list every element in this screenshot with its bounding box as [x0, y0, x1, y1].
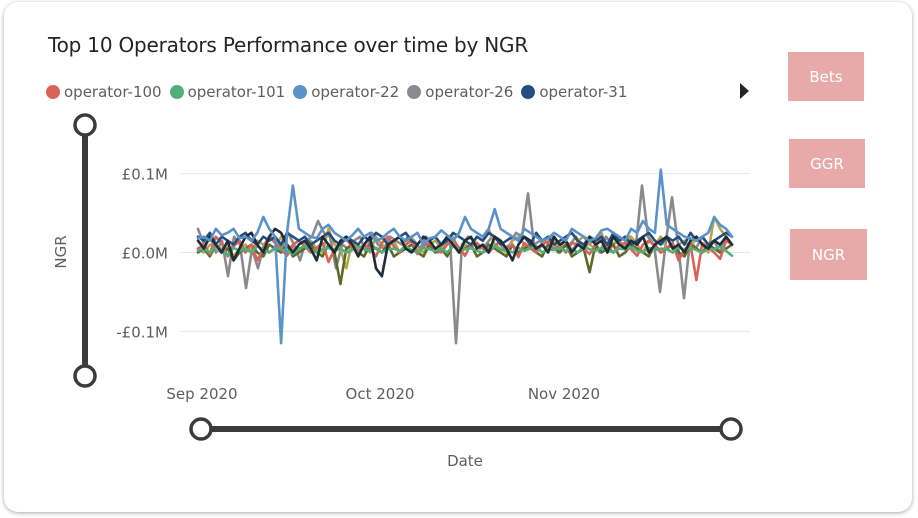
y-zoom-handle-bottom[interactable] — [73, 364, 97, 388]
x-tick-label: Oct 2020 — [346, 385, 415, 403]
legend-label: operator-26 — [425, 83, 514, 101]
y-zoom-handle-top[interactable] — [73, 113, 97, 137]
chart-title: Top 10 Operators Performance over time b… — [48, 33, 529, 57]
series-line-operator-22[interactable] — [196, 168, 734, 345]
series-line-operator-26[interactable] — [196, 184, 734, 345]
ggr-button[interactable]: GGR — [789, 139, 865, 188]
series-lines — [196, 168, 734, 345]
legend-dot — [46, 85, 60, 99]
legend-item-operator-26[interactable]: operator-26 — [407, 83, 513, 101]
legend-label: operator-31 — [539, 83, 628, 101]
bets-button[interactable]: Bets — [788, 52, 864, 101]
legend-item-operator-100[interactable]: operator-100 — [46, 83, 162, 101]
x-tick-label: Nov 2020 — [528, 385, 600, 403]
x-axis-label: Date — [447, 452, 483, 470]
legend-dot — [407, 85, 422, 99]
y-axis-label: NGR — [52, 235, 70, 268]
legend-item-operator-22[interactable]: operator-22 — [293, 83, 399, 101]
legend-label: operator-22 — [311, 83, 400, 101]
legend-dot — [169, 85, 184, 99]
y-axis-ticks: £0.1M £0.0M -£0.1M — [116, 166, 168, 342]
legend-next-arrow-icon[interactable] — [740, 83, 749, 99]
y-tick-label: £0.1M — [122, 166, 168, 184]
x-axis-ticks: Sep 2020 Oct 2020 Nov 2020 — [166, 385, 600, 403]
legend-dot — [521, 85, 536, 99]
y-tick-label: £0.0M — [122, 245, 168, 263]
legend-label: operator-100 — [64, 83, 162, 101]
legend-dot — [293, 85, 308, 99]
chart-legend: operator-100 operator-101 operator-22 op… — [46, 81, 635, 103]
x-tick-label: Sep 2020 — [166, 385, 237, 403]
legend-item-operator-101[interactable]: operator-101 — [169, 83, 286, 101]
x-zoom-handle-right[interactable] — [719, 417, 743, 441]
x-zoom-handle-left[interactable] — [189, 417, 213, 441]
legend-item-operator-31[interactable]: operator-31 — [521, 83, 627, 101]
legend-label: operator-101 — [187, 83, 286, 101]
ngr-button[interactable]: NGR — [790, 229, 867, 280]
y-tick-label: -£0.1M — [116, 323, 168, 341]
